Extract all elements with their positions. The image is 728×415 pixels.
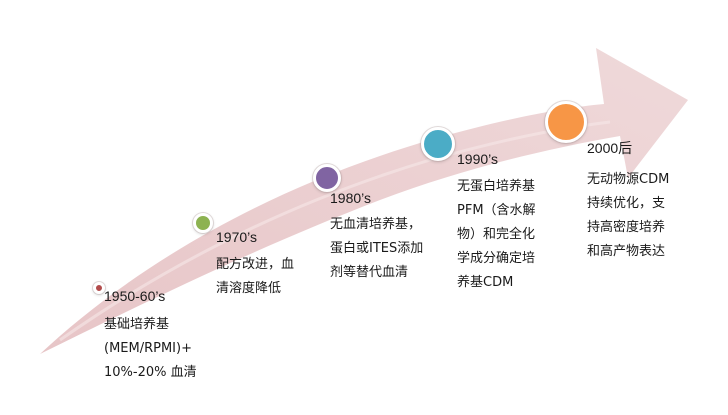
desc-line: PFM（含水解 [457,203,536,218]
milestone-era-1990s: 1990’s [457,151,499,167]
milestone-era-1970s: 1970’s [216,229,258,245]
desc-line: 学成分确定培 [457,251,536,266]
desc-line: 养基CDM [457,275,514,290]
desc-line: 剂等替代血清 [330,265,409,280]
milestone-era-2000s: 2000后 [587,140,633,156]
milestone-desc-1950s: 基础培养基 (MEM/RPMI)+ 10%-20% 血清 [104,313,197,385]
desc-line: 配方改进，血 [216,257,295,272]
milestone-era-1950s: 1950-60’s [104,288,166,304]
desc-line: 10%-20% 血清 [104,365,197,380]
desc-line: 持续优化，支 [587,196,666,211]
desc-line: 持高密度培养 [587,220,666,235]
milestone-era-1980s: 1980’s [330,190,372,206]
milestone-desc-1990s: 无蛋白培养基 PFM（含水解 物）和完全化 学成分确定培 养基CDM [457,175,536,295]
desc-line: 蛋白或ITES添加 [330,241,424,256]
milestone-dot-1990s [421,127,455,161]
milestone-dot-1970s [193,213,213,233]
milestone-dot-1950s [93,282,105,294]
desc-line: 无血清培养基， [330,217,422,232]
desc-line: 无动物源CDM [587,172,670,187]
milestone-dot-2000s [545,101,587,143]
milestone-desc-1970s: 配方改进，血 清溶度降低 [216,253,294,301]
desc-line: 物）和完全化 [457,227,536,242]
desc-line: 基础培养基 [104,317,170,332]
milestone-dot-1980s [313,164,341,192]
arrow-highlight [59,120,611,342]
arrow-body [40,48,688,354]
desc-line: (MEM/RPMI)+ [104,341,192,356]
desc-line: 清溶度降低 [216,281,282,296]
desc-line: 无蛋白培养基 [457,179,536,194]
desc-line: 和高产物表达 [587,244,666,259]
milestone-desc-1980s: 无血清培养基， 蛋白或ITES添加 剂等替代血清 [330,213,423,285]
milestone-desc-2000s: 无动物源CDM 持续优化，支 持高密度培养 和高产物表达 [587,168,669,264]
